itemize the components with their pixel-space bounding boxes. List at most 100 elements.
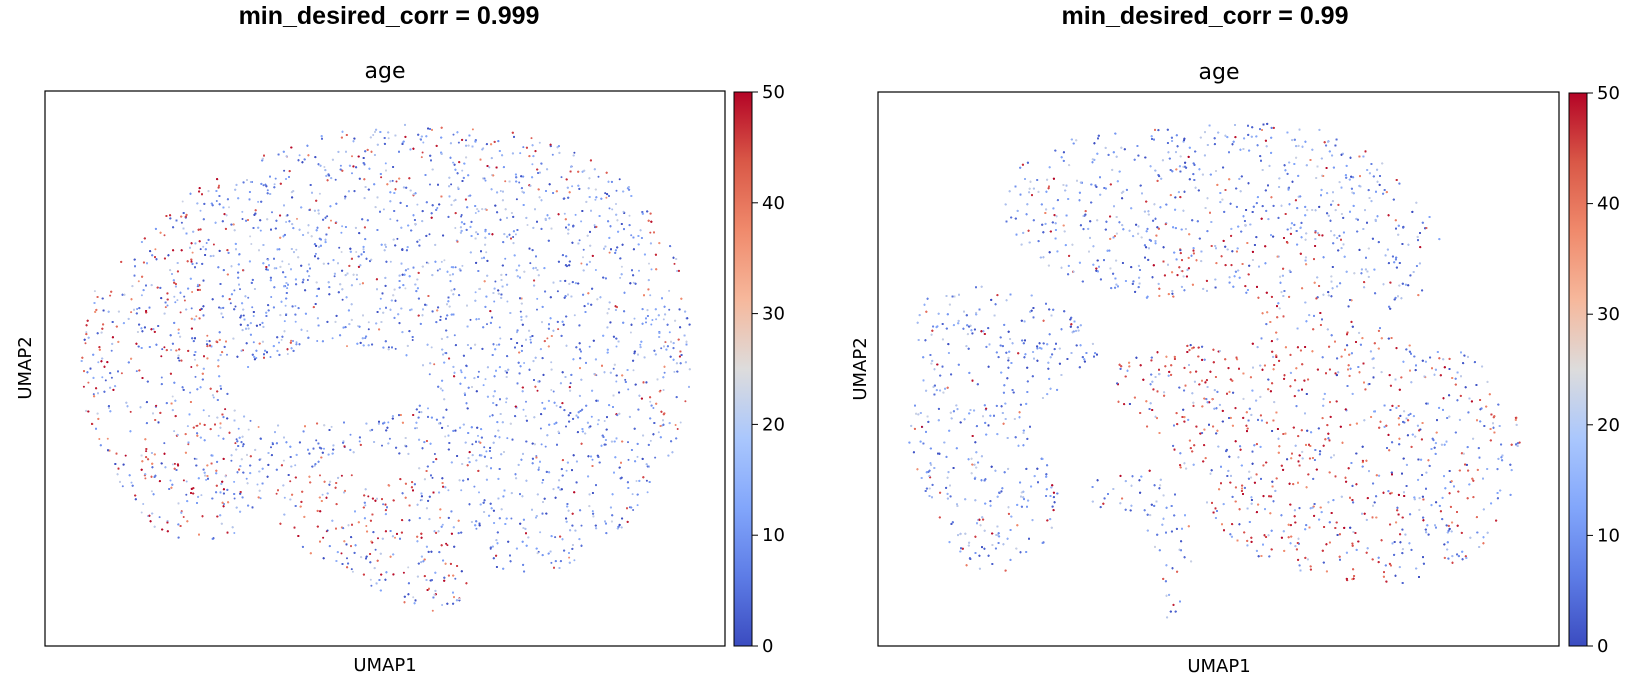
scatter-point: [381, 444, 383, 447]
scatter-point: [182, 516, 185, 518]
scatter-point: [391, 179, 394, 182]
scatter-point: [387, 346, 390, 349]
panel-1-scatter: [80, 123, 691, 612]
scatter-point: [650, 323, 653, 326]
scatter-point: [233, 289, 236, 292]
scatter-point: [484, 378, 487, 381]
scatter-point: [294, 305, 297, 307]
scatter-point: [358, 440, 361, 443]
scatter-point: [499, 190, 502, 192]
scatter-point: [331, 337, 334, 340]
scatter-point: [676, 270, 679, 272]
scatter-point: [433, 453, 436, 455]
scatter-point: [571, 185, 574, 188]
scatter-point: [296, 217, 298, 220]
scatter-point: [482, 384, 485, 387]
scatter-point: [446, 544, 449, 547]
scatter-point: [465, 139, 467, 142]
scatter-point: [182, 479, 185, 482]
scatter-point: [199, 209, 202, 212]
scatter-point: [638, 269, 640, 272]
scatter-point: [673, 370, 676, 373]
scatter-point: [202, 409, 205, 412]
scatter-point: [193, 457, 196, 460]
scatter-point: [662, 389, 665, 391]
scatter-point: [285, 178, 287, 180]
scatter-point: [650, 268, 653, 271]
scatter-point: [439, 516, 442, 519]
scatter-point: [340, 231, 343, 234]
scatter-point: [346, 557, 348, 560]
scatter-point: [441, 604, 444, 606]
scatter-point: [529, 262, 532, 265]
scatter-point: [382, 503, 385, 506]
scatter-point: [663, 371, 666, 374]
scatter-point: [104, 379, 107, 382]
scatter-point: [636, 504, 639, 507]
scatter-point: [160, 355, 163, 358]
scatter-point: [649, 294, 652, 297]
panel-1-title: age: [365, 59, 406, 84]
scatter-point: [274, 177, 277, 180]
scatter-point: [499, 337, 502, 340]
scatter-point: [480, 257, 483, 260]
scatter-point: [298, 154, 301, 157]
scatter-point: [247, 428, 250, 431]
scatter-point: [173, 462, 176, 465]
scatter-point: [190, 307, 193, 310]
scatter-point: [269, 356, 272, 358]
scatter-point: [85, 331, 88, 334]
scatter-point: [266, 189, 269, 192]
scatter-point: [452, 161, 455, 164]
scatter-point: [568, 556, 571, 559]
scatter-point: [604, 192, 607, 195]
scatter-point: [130, 481, 133, 484]
scatter-point: [314, 252, 317, 255]
scatter-point: [215, 200, 218, 202]
scatter-point: [538, 141, 541, 144]
scatter-point: [194, 375, 197, 378]
scatter-point: [476, 233, 479, 236]
scatter-point: [374, 548, 377, 551]
scatter-point: [431, 609, 434, 612]
scatter-point: [608, 251, 611, 254]
scatter-point: [515, 198, 518, 201]
scatter-point: [212, 243, 215, 246]
scatter-point: [137, 280, 140, 283]
scatter-point: [627, 388, 630, 391]
scatter-point: [92, 393, 95, 396]
scatter-point: [420, 156, 423, 159]
scatter-point: [565, 425, 567, 428]
scatter-point: [321, 493, 324, 496]
scatter-point: [306, 330, 309, 332]
scatter-point: [294, 464, 297, 467]
scatter-point: [608, 207, 611, 210]
scatter-point: [580, 524, 583, 527]
scatter-point: [186, 425, 189, 428]
scatter-point: [191, 291, 194, 293]
scatter-point: [287, 263, 290, 266]
scatter-point: [460, 214, 463, 216]
scatter-point: [645, 321, 647, 324]
scatter-point: [330, 425, 333, 428]
scatter-point: [340, 251, 343, 253]
scatter-point: [488, 415, 491, 418]
scatter-point: [450, 183, 453, 186]
scatter-point: [478, 491, 480, 494]
scatter-point: [484, 179, 487, 182]
scatter-point: [275, 492, 278, 495]
scatter-point: [255, 357, 258, 359]
scatter-point: [441, 523, 444, 526]
scatter-point: [183, 299, 186, 302]
scatter-point: [327, 262, 330, 265]
scatter-point: [418, 411, 421, 414]
scatter-point: [506, 300, 509, 303]
scatter-point: [519, 152, 522, 155]
scatter-point: [580, 262, 583, 265]
scatter-point: [618, 178, 621, 181]
scatter-point: [573, 559, 576, 562]
scatter-point: [460, 215, 463, 218]
scatter-point: [377, 537, 379, 540]
scatter-point: [539, 531, 542, 534]
